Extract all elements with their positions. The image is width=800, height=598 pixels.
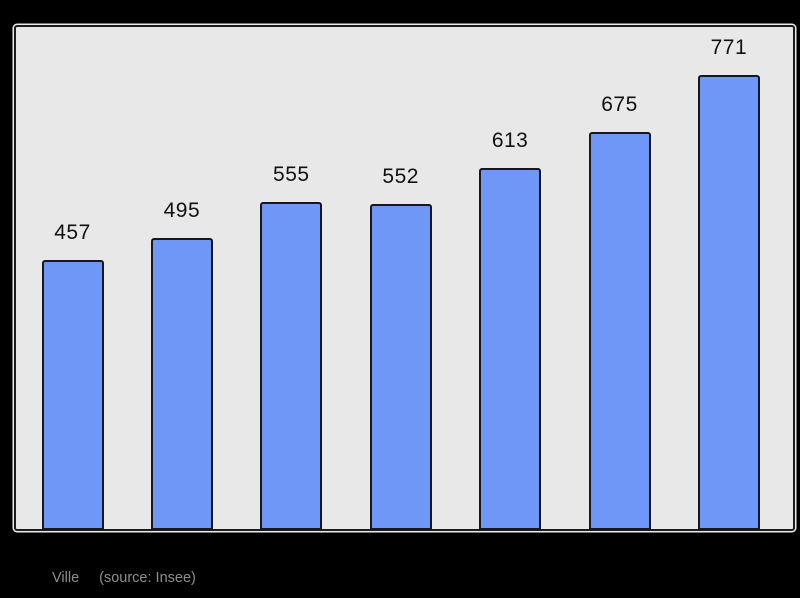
bar-value-label: 675 bbox=[601, 93, 638, 116]
bar-value-label: 457 bbox=[54, 221, 91, 244]
bar-value-label: 495 bbox=[163, 199, 201, 222]
bar bbox=[41, 260, 104, 530]
bar bbox=[479, 168, 542, 530]
caption-series-label: Ville bbox=[52, 570, 80, 586]
bar bbox=[150, 238, 213, 530]
plot-area: 457 495 555 552 613 675 771 bbox=[16, 27, 793, 530]
bar-value-label: 555 bbox=[273, 163, 310, 186]
caption-source-label: (source: Insee) bbox=[99, 570, 196, 586]
bar-value-label: 771 bbox=[710, 36, 748, 59]
bar bbox=[260, 202, 323, 530]
bar-value-label: 613 bbox=[491, 129, 529, 152]
bar bbox=[697, 75, 760, 530]
chart-plot-frame: 457 495 555 552 613 675 771 bbox=[14, 25, 795, 531]
bar-value-label: 552 bbox=[382, 165, 419, 188]
bar bbox=[588, 132, 651, 530]
bar bbox=[369, 204, 432, 530]
chart-caption: Ville (source: Insee) bbox=[52, 570, 196, 587]
